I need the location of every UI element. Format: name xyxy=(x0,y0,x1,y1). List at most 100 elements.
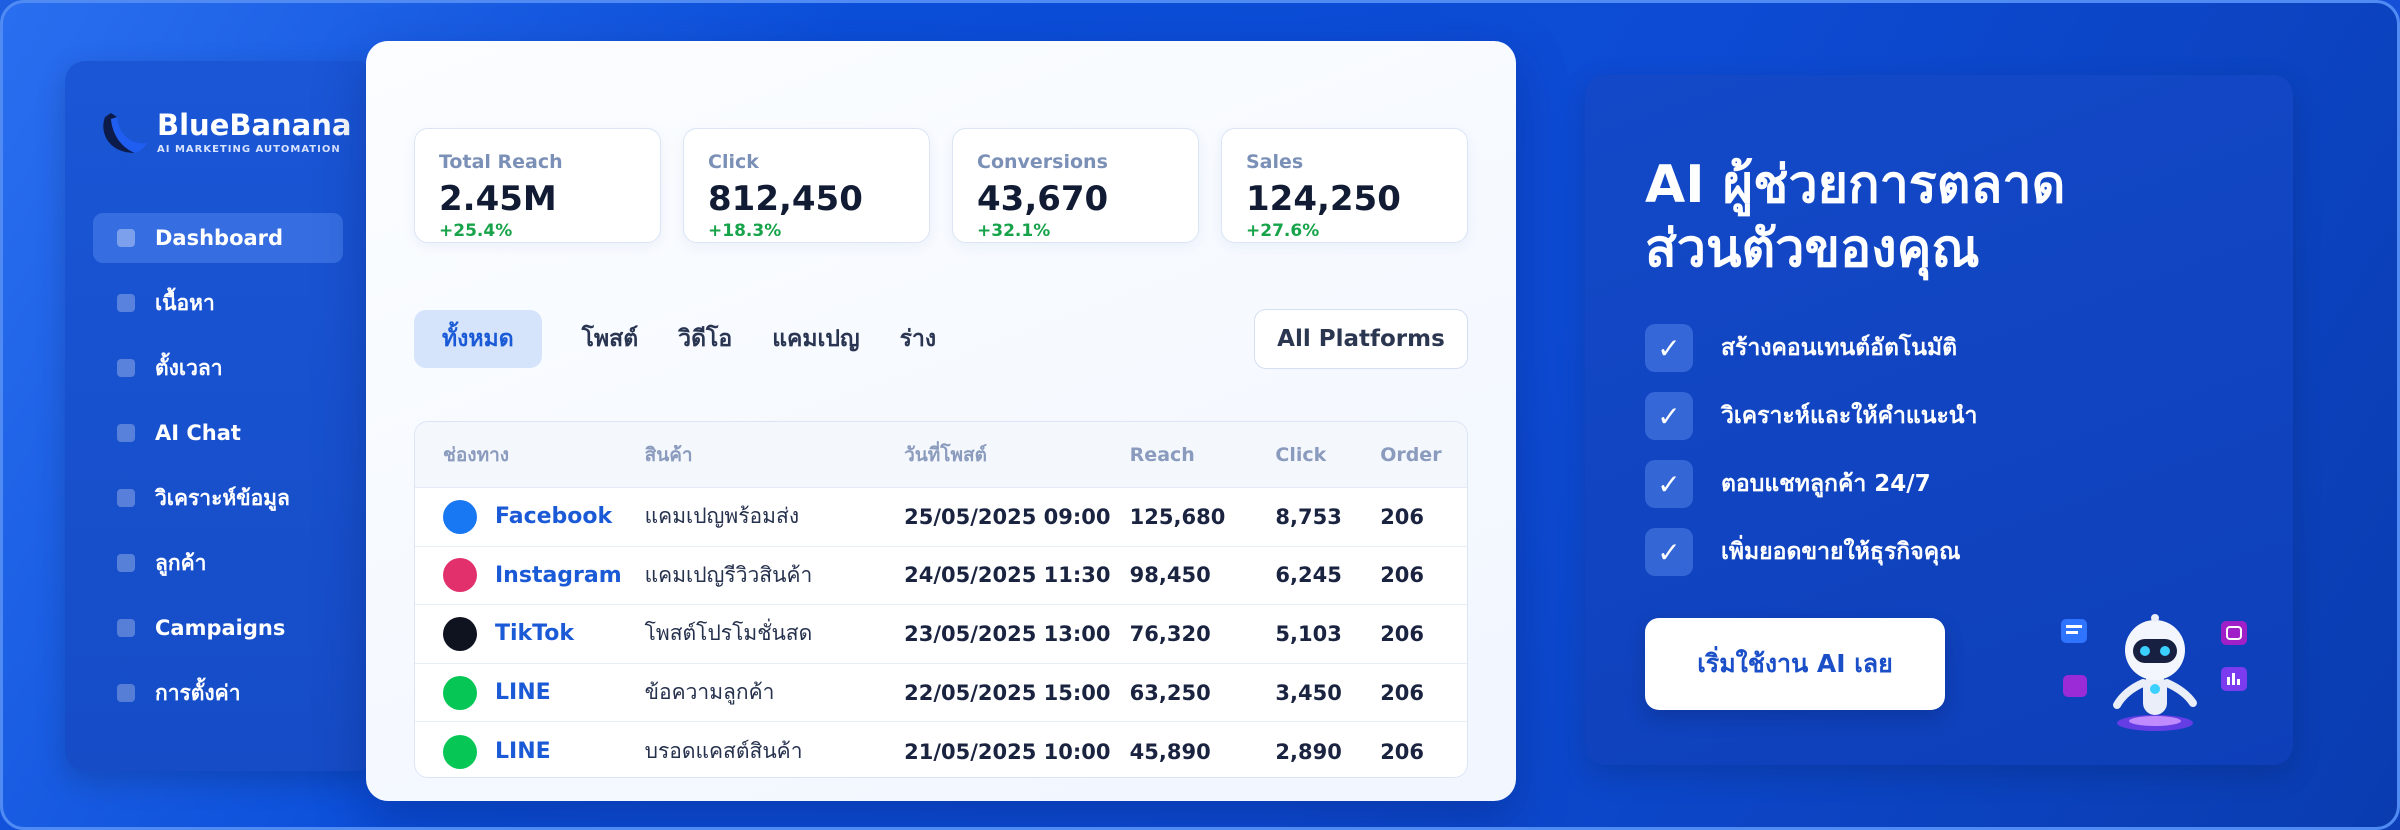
sidebar-item-dashboard[interactable]: Dashboard xyxy=(93,213,343,263)
column-header-product[interactable]: สินค้า xyxy=(644,443,693,466)
nav-square-icon xyxy=(117,489,135,507)
check-icon: ✓ xyxy=(1645,528,1693,576)
stat-label: Click xyxy=(708,151,759,173)
cell-order: 206 xyxy=(1380,739,1425,764)
table-row[interactable]: Instagram แคมเปญรีวิวสินค้า 24/05/2025 11:… xyxy=(415,547,1467,606)
sidebar-item-schedule[interactable]: ตั้งเวลา xyxy=(93,343,343,393)
brand-tagline: AI MARKETING AUTOMATION xyxy=(157,143,341,155)
stat-value: 124,250 xyxy=(1246,179,1401,219)
cell-channel: LINE xyxy=(415,675,645,710)
cell-reach: 76,320 xyxy=(1129,621,1211,646)
cell-date: 25/05/2025 09:00 xyxy=(904,504,1111,529)
brand-name: BlueBanana xyxy=(157,107,352,142)
stat-delta: +25.4% xyxy=(439,221,513,241)
stat-delta: +27.6% xyxy=(1246,221,1320,241)
sidebar-item-analytics[interactable]: วิเคราะห์ข้อมูล xyxy=(93,473,343,523)
column-header-order[interactable]: Order xyxy=(1380,443,1442,466)
cell-reach: 63,250 xyxy=(1129,680,1211,705)
nav-square-icon xyxy=(117,424,135,442)
table-row[interactable]: LINE บรอดแคสต์สินค้า 21/05/2025 10:00 45,89… xyxy=(415,722,1467,777)
platform-icon xyxy=(443,558,477,593)
stat-value: 812,450 xyxy=(708,179,863,219)
nav-square-icon xyxy=(117,229,135,247)
platform-filter-button[interactable]: All Platforms xyxy=(1254,309,1468,369)
content-tabs: ทั้งหมด โพสต์ วิดีโอ แคมเปญ ร่าง xyxy=(414,310,976,368)
nav-square-icon xyxy=(117,359,135,377)
promo-title-line2: ส่วนตัวของคุณ xyxy=(1645,219,1980,279)
tab-campaigns[interactable]: แคมเปญ xyxy=(772,326,860,352)
cell-product: แคมเปญรีวิวสินค้า xyxy=(644,562,813,587)
table-row[interactable]: LINE ข้อความลูกค้า 22/05/2025 15:00 63,250 3… xyxy=(415,664,1467,723)
sidebar-item-label: AI Chat xyxy=(155,421,241,445)
feature-text: สร้างคอนเทนต์อัตโนมัติ xyxy=(1721,335,1958,361)
sidebar-item-label: วิเคราะห์ข้อมูล xyxy=(155,485,290,510)
feature-item: ✓ เพิ่มยอดขายให้ธุรกิจคุณ xyxy=(1645,527,1977,577)
sidebar-item-customers[interactable]: ลูกค้า xyxy=(93,538,343,588)
sidebar-nav: Dashboard เนื้อหา ตั้งเวลา AI Chat วิเคร… xyxy=(93,213,343,733)
column-header-reach[interactable]: Reach xyxy=(1129,443,1195,466)
stat-label: Conversions xyxy=(977,151,1108,173)
cell-product: ข้อความลูกค้า xyxy=(644,680,775,705)
sidebar-item-settings[interactable]: การตั้งค่า xyxy=(93,668,343,718)
feature-item: ✓ สร้างคอนเทนต์อัตโนมัติ xyxy=(1645,323,1977,373)
table-header: ช่องทาง สินค้า วันที่โพสต์ Reach Click O… xyxy=(415,422,1467,488)
table-row[interactable]: TikTok โพสต์โปรโมชั่นสด 23/05/2025 13:00 76… xyxy=(415,605,1467,664)
feature-text: เพิ่มยอดขายให้ธุรกิจคุณ xyxy=(1721,539,1961,565)
tab-drafts[interactable]: ร่าง xyxy=(899,326,937,352)
posts-table: ช่องทาง สินค้า วันที่โพสต์ Reach Click O… xyxy=(414,421,1468,778)
platform-name[interactable]: Facebook xyxy=(495,504,613,530)
platform-name[interactable]: LINE xyxy=(495,739,551,765)
cell-reach: 98,450 xyxy=(1129,563,1211,588)
tab-posts[interactable]: โพสต์ xyxy=(581,326,639,352)
platform-name[interactable]: LINE xyxy=(495,680,551,706)
stat-label: Total Reach xyxy=(439,151,563,173)
stats-row: Total Reach 2.45M +25.4% Click 812,450 +… xyxy=(414,128,1490,243)
platform-name[interactable]: Instagram xyxy=(495,562,622,588)
cell-date: 21/05/2025 10:00 xyxy=(904,739,1111,764)
sidebar-item-content[interactable]: เนื้อหา xyxy=(93,278,343,328)
sidebar-item-label: ตั้งเวลา xyxy=(155,355,223,380)
feature-text: ตอบแชทลูกค้า 24/7 xyxy=(1721,471,1931,497)
sidebar-item-label: Campaigns xyxy=(155,616,286,640)
table-body: Facebook แคมเปญพร้อมส่ง 25/05/2025 09:00 12… xyxy=(415,488,1467,777)
column-header-click[interactable]: Click xyxy=(1275,443,1327,466)
stat-value: 43,670 xyxy=(977,179,1109,219)
cell-channel: Instagram xyxy=(415,558,645,593)
cell-order: 206 xyxy=(1380,680,1425,705)
robot-mascot-icon xyxy=(2061,614,2247,731)
cell-reach: 45,890 xyxy=(1129,739,1211,764)
nav-square-icon xyxy=(117,554,135,572)
platform-name[interactable]: TikTok xyxy=(495,621,575,647)
nav-square-icon xyxy=(117,619,135,637)
sidebar-item-campaigns[interactable]: Campaigns xyxy=(93,603,343,653)
table-row[interactable]: Facebook แคมเปญพร้อมส่ง 25/05/2025 09:00 12… xyxy=(415,488,1467,547)
tab-videos[interactable]: วิดีโอ xyxy=(678,326,733,352)
column-header-channel[interactable]: ช่องทาง xyxy=(443,443,510,466)
sidebar-item-label: ลูกค้า xyxy=(155,550,207,575)
stat-card-conversions: Conversions 43,670 +32.1% xyxy=(952,128,1199,243)
promo-panel: AI ผู้ช่วยการตลาด ส่วนตัวของคุณ ✓ สร้างคอ… xyxy=(1585,75,2293,765)
brand-logo[interactable]: BlueBanana AI MARKETING AUTOMATION xyxy=(95,103,351,159)
cell-click: 2,890 xyxy=(1275,739,1342,764)
nav-square-icon xyxy=(117,294,135,312)
sidebar-item-label: เนื้อหา xyxy=(155,290,215,315)
cell-order: 206 xyxy=(1380,563,1425,588)
tab-all[interactable]: ทั้งหมด xyxy=(414,310,542,368)
feature-text: วิเคราะห์และให้คำแนะนำ xyxy=(1721,403,1978,429)
banana-logo-icon xyxy=(95,103,151,159)
sidebar-item-label: Dashboard xyxy=(155,226,284,250)
stat-card-sales: Sales 124,250 +27.6% xyxy=(1221,128,1468,243)
sidebar-item-ai-chat[interactable]: AI Chat xyxy=(93,408,343,458)
cell-order: 206 xyxy=(1380,621,1425,646)
feature-list: ✓ สร้างคอนเทนต์อัตโนมัติ ✓ วิเคราะห์และให้… xyxy=(1645,323,1977,595)
start-ai-button[interactable]: เริ่มใช้งาน AI เลย xyxy=(1645,618,1945,710)
check-icon: ✓ xyxy=(1645,392,1693,440)
stat-card-total-reach: Total Reach 2.45M +25.4% xyxy=(414,128,661,243)
platform-icon xyxy=(443,616,477,651)
cell-product: แคมเปญพร้อมส่ง xyxy=(644,504,800,529)
promo-title-line1: AI ผู้ช่วยการตลาด xyxy=(1645,155,2066,215)
platform-icon xyxy=(443,734,477,769)
column-header-date[interactable]: วันที่โพสต์ xyxy=(904,443,987,466)
stat-label: Sales xyxy=(1246,151,1304,173)
